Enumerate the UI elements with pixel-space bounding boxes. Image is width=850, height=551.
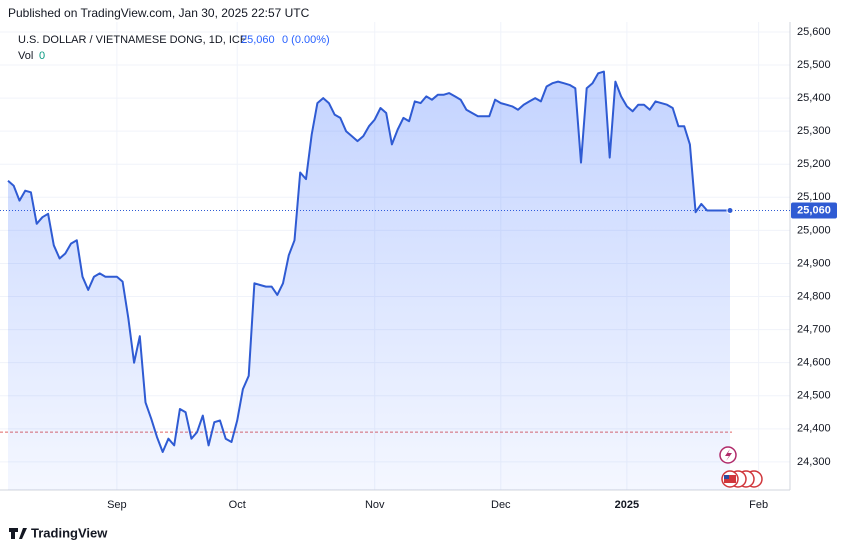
price: 25,060: [241, 34, 275, 46]
published-note: Published on TradingView.com, Jan 30, 20…: [8, 6, 310, 20]
price-line: [7, 70, 730, 453]
brand: TradingView: [31, 525, 108, 540]
change: 0 (0.00%): [282, 34, 330, 46]
y-tick-label: 24,700: [797, 324, 831, 336]
y-tick-label: 24,300: [797, 456, 831, 468]
x-tick-label: Oct: [229, 499, 246, 511]
y-tick-label: 24,500: [797, 390, 831, 402]
symbol: U.S. DOLLAR / VIETNAMESE DONG, 1D, ICE: [18, 34, 247, 46]
logo: [9, 528, 27, 539]
area: [8, 71, 730, 490]
event-icons: [719, 446, 763, 488]
x-tick-label: Sep: [107, 499, 127, 511]
y-tick-label: 24,400: [797, 423, 831, 435]
y-tick-label: 24,900: [797, 257, 831, 269]
last-value-tag: [791, 202, 837, 219]
y-tick-label: 25,200: [797, 158, 831, 170]
y-tick-label: 25,500: [797, 59, 831, 71]
y-tick-label: 25,100: [797, 191, 831, 203]
x-tick-label: Nov: [365, 499, 385, 511]
volume: 0: [39, 50, 45, 62]
volume-label: Vol: [18, 50, 33, 62]
last-point: [726, 207, 734, 215]
y-tick-label: 25,400: [797, 92, 831, 104]
y-tick-label: 25,600: [797, 26, 831, 38]
x-tick-label: 2025: [615, 499, 639, 511]
x-tick-label: Dec: [491, 499, 511, 511]
y-tick-label: 25,000: [797, 224, 831, 236]
last-value-label: 25,060: [797, 204, 831, 216]
y-tick-label: 24,800: [797, 290, 831, 302]
y-tick-label: 25,300: [797, 125, 831, 137]
y-tick-label: 24,600: [797, 357, 831, 369]
x-tick-label: Feb: [749, 499, 768, 511]
